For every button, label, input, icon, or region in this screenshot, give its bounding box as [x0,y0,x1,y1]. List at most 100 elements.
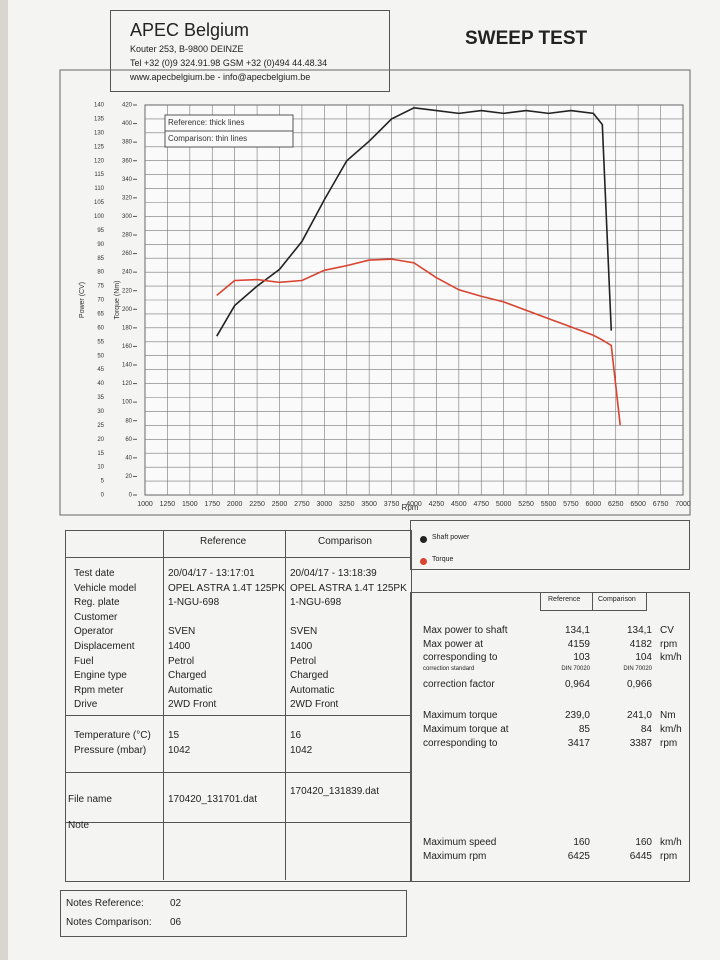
y-tick-label: 130 [94,130,105,136]
cell: rpm [660,638,678,650]
cell: 160 [635,837,652,848]
column-header: Comparison [598,596,636,603]
y2-tick-label: 180 [122,325,133,331]
results-header [540,592,647,611]
company: APEC Belgium [130,20,250,40]
row-label: correction factor [423,679,495,690]
cell: Charged [168,670,207,682]
cell: DIN 70020 [561,665,590,672]
y2-tick-label: 160 [122,344,133,350]
header-box [110,10,390,92]
y2-tick-label: 20 [125,474,132,480]
y-tick-label: 45 [97,367,104,373]
phone: Tel +32 (0)9 324.91.98 GSM +32 (0)494 44… [130,58,328,68]
row-label: Maximum torque at [423,724,509,735]
row-label: Maximum speed [423,837,497,848]
cell: 134,1 [626,625,652,636]
y-tick-label: 0 [101,493,105,499]
x-tick-label: 3500 [361,501,377,508]
cell: 239,0 [564,710,590,721]
y2-tick-label: 300 [122,214,133,220]
x-tick-label: 3750 [384,501,400,508]
x-tick-label: 1750 [204,501,220,508]
cell: 1400 [290,641,313,652]
y2-tick-label: 320 [122,195,133,201]
x-tick-label: 5000 [496,501,512,508]
y-tick-label: 40 [97,381,104,387]
legend-label: Shaft power [432,534,470,541]
y-tick-label: 140 [94,103,105,109]
x-tick-label: 6750 [653,501,669,508]
cell: Nm [660,710,676,721]
row-label: Maximum torque [423,710,498,721]
y-tick-label: 60 [97,325,104,331]
y2-tick-label: 400 [122,121,133,127]
y2-tick-label: 80 [125,418,132,424]
y-tick-label: 70 [97,298,104,304]
y-tick-label: 80 [97,270,104,276]
y2-tick-label: 60 [125,437,132,443]
y-tick-label: 100 [94,214,105,220]
x-tick-label: 3250 [339,501,355,508]
cell: 2WD Front [168,699,217,711]
y2-tick-label: 140 [122,363,133,369]
y-tick-label: 90 [97,242,104,248]
cell: 1-NGU-698 [168,597,220,609]
y-tick-label: 85 [97,256,104,262]
x-tick-label: 6250 [608,501,624,508]
row-label: corresponding to [423,738,498,749]
y-tick-label: 30 [97,409,104,415]
x-tick-label: 3000 [317,501,333,508]
cell: 1400 [168,641,191,652]
cell: 20/04/17 - 13:17:01 [168,568,255,579]
cell: CV [660,625,674,636]
cell: Automatic [290,684,335,696]
annotation: Reference: thick lines [168,118,244,127]
address: Kouter 253, B-9800 DEINZE [130,44,244,54]
cell: Automatic [168,684,213,696]
x-tick-label: 2500 [272,501,288,508]
series-line [216,258,622,426]
y-tick-label: 25 [97,423,104,429]
annotation: Comparison: thin lines [168,134,247,143]
row-label: Test date [74,568,115,579]
x-tick-label: 2250 [249,501,265,508]
y-tick-label: 55 [97,339,104,345]
y-tick-label: 5 [101,479,105,485]
note-value: 02 [170,898,182,909]
column-header: Reference [548,596,581,603]
y-tick-label: 105 [94,200,105,206]
y-axis-label: Power (CV) [79,282,86,318]
note-value: 06 [170,917,182,928]
y-tick-label: 10 [97,465,104,471]
cell: 3387 [629,738,652,749]
cell: rpm [660,851,678,862]
annotation-box [164,130,294,148]
x-tick-label: 5750 [563,501,579,508]
table-box [65,530,412,882]
notes-box [60,890,407,937]
cell: 170420_131839.dat [290,786,379,797]
cell: 1-NGU-698 [290,597,342,609]
x-tick-label: 6000 [586,501,602,508]
row-label: Displacement [74,641,135,652]
cell: 0,966 [626,679,652,690]
row-label: Engine type [74,670,127,682]
row-label: Rpm meter [74,684,124,696]
column-divider [285,530,286,880]
x-tick-label: 2000 [227,501,243,508]
y2-tick-label: 260 [122,251,133,257]
cell: 1042 [290,744,313,756]
x-tick-label: 5500 [541,501,557,508]
y-tick-label: 50 [97,353,104,359]
x-tick-label: 1250 [160,501,176,508]
cell: 3417 [567,738,590,749]
cell: rpm [660,738,678,749]
column-divider [592,592,593,610]
cell: 103 [573,652,590,663]
y2-axis-label: Torque (Nm) [114,281,121,320]
cell: 85 [578,724,590,735]
cell: 20/04/17 - 13:18:39 [290,568,377,579]
y-tick-label: 135 [94,117,105,123]
cell: 134,1 [564,625,590,636]
